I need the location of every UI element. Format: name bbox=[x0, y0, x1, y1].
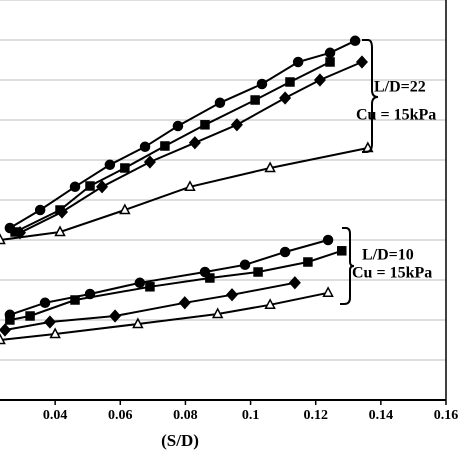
marker bbox=[34, 204, 46, 216]
marker bbox=[160, 141, 170, 151]
marker bbox=[172, 120, 184, 132]
marker bbox=[39, 297, 51, 309]
marker bbox=[134, 277, 146, 289]
marker bbox=[288, 276, 301, 290]
marker bbox=[143, 155, 156, 169]
marker bbox=[264, 161, 276, 173]
marker bbox=[0, 323, 11, 337]
marker bbox=[337, 246, 347, 256]
x-axis-label: (S/D) bbox=[161, 431, 199, 450]
marker bbox=[250, 95, 260, 105]
series-line bbox=[4, 281, 296, 331]
marker bbox=[205, 273, 215, 283]
marker bbox=[145, 282, 155, 292]
annotation: L/D=10 bbox=[362, 247, 414, 264]
annotation: Cu = 15kPa bbox=[352, 265, 432, 282]
marker bbox=[5, 315, 15, 325]
marker bbox=[349, 35, 361, 47]
series-line bbox=[9, 249, 343, 321]
series-line bbox=[0, 291, 329, 341]
marker bbox=[25, 311, 35, 321]
marker bbox=[253, 267, 263, 277]
marker bbox=[279, 91, 292, 105]
x-tick-label: 0.12 bbox=[303, 408, 328, 423]
bracket bbox=[362, 39, 379, 153]
marker bbox=[178, 296, 191, 310]
series-line bbox=[0, 147, 369, 241]
marker bbox=[313, 73, 326, 87]
marker bbox=[355, 55, 368, 69]
x-tick-label: 0.04 bbox=[43, 408, 68, 423]
marker bbox=[325, 57, 335, 67]
x-tick-label: 0.16 bbox=[434, 408, 459, 423]
series-line bbox=[9, 239, 329, 316]
marker bbox=[230, 118, 243, 132]
marker bbox=[96, 180, 109, 194]
brackets bbox=[340, 39, 379, 305]
marker bbox=[324, 47, 336, 59]
marker bbox=[0, 333, 6, 345]
marker bbox=[49, 327, 61, 339]
x-tick-label: 0.06 bbox=[108, 408, 133, 423]
marker bbox=[104, 159, 116, 171]
marker bbox=[0, 233, 6, 245]
plot: 0.04 0.06 0.08 0.1 0.12 0.14 0.16 bbox=[0, 0, 458, 423]
marker bbox=[70, 295, 80, 305]
marker bbox=[225, 288, 239, 302]
marker bbox=[132, 317, 144, 329]
marker bbox=[119, 203, 131, 215]
marker bbox=[120, 163, 130, 173]
marker bbox=[85, 181, 95, 191]
x-tick-label: 0.14 bbox=[369, 408, 394, 423]
series-line bbox=[19, 61, 363, 234]
marker bbox=[239, 259, 251, 271]
marker bbox=[211, 307, 224, 319]
marker bbox=[292, 56, 304, 68]
marker bbox=[264, 298, 276, 310]
marker bbox=[54, 225, 66, 237]
x-tick-label: 0.1 bbox=[242, 408, 260, 423]
marker bbox=[303, 257, 313, 267]
marker bbox=[256, 78, 268, 90]
marker bbox=[279, 246, 291, 258]
annotation: Cu = 15kPa bbox=[356, 107, 436, 124]
marker bbox=[188, 136, 201, 150]
x-tick-label: 0.08 bbox=[173, 408, 198, 423]
marker bbox=[322, 286, 334, 298]
annotation: L/D=22 bbox=[374, 79, 426, 96]
marker bbox=[200, 120, 210, 130]
marker bbox=[285, 77, 295, 87]
marker bbox=[184, 180, 196, 192]
marker bbox=[139, 141, 151, 153]
marker bbox=[69, 181, 81, 193]
marker bbox=[322, 234, 334, 246]
marker bbox=[43, 315, 56, 329]
bracket bbox=[340, 227, 355, 305]
marker bbox=[55, 205, 68, 219]
marker bbox=[214, 97, 226, 109]
marker bbox=[109, 309, 122, 323]
